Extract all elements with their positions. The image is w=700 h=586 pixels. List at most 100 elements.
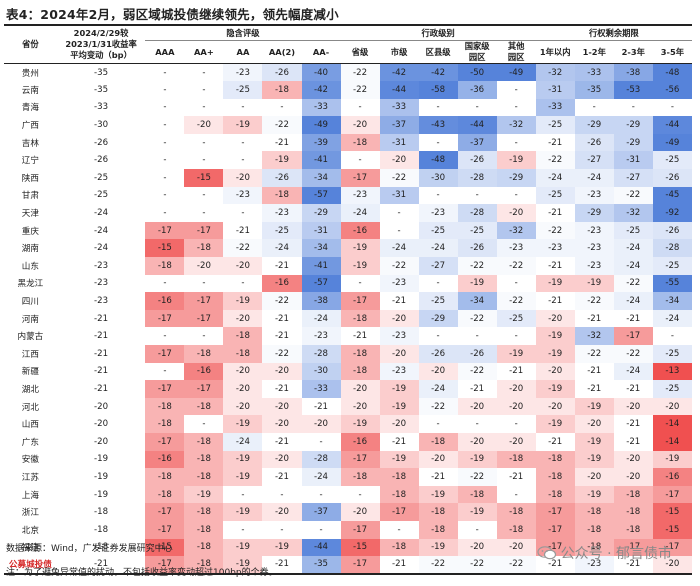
value-cell: -20 — [418, 450, 458, 469]
value-cell: -17 — [145, 503, 185, 521]
value-cell: -33 — [301, 98, 341, 117]
value-cell: - — [223, 133, 263, 152]
table-row: 四川 -23 -16 -17 -19 -22 -38 -17 -21 -25 -34 -22 -21 -2… — [4, 292, 692, 310]
value-cell: -50 — [457, 63, 497, 82]
value-cell: -19 — [340, 415, 380, 433]
value-cell: - — [223, 98, 263, 117]
province-cell: 重庆 — [21, 226, 39, 237]
header-group-rating: 隐含评级 — [145, 24, 341, 41]
value-cell: -29 — [613, 116, 653, 134]
header-avg-change: 2024/2/29较 2023/1/31收益率 平均变动（bp） — [56, 24, 146, 64]
province-cell: 辽宁 — [21, 156, 39, 167]
value-cell: -21 — [457, 380, 497, 398]
value-cell: -25 — [613, 221, 653, 240]
avg-change-cell: -33 — [94, 102, 109, 113]
value-cell: -18 — [418, 432, 458, 451]
value-cell: - — [652, 327, 692, 345]
value-cell: - — [418, 415, 458, 433]
value-cell: -28 — [457, 169, 497, 187]
province-cell: 甘肃 — [21, 191, 39, 202]
value-cell: -22 — [457, 468, 497, 486]
value-cell: -20 — [379, 415, 419, 433]
value-cell: -26 — [262, 169, 302, 187]
value-cell: -31 — [613, 151, 653, 170]
value-cell: -18 — [145, 257, 185, 275]
value-cell: -20 — [223, 257, 263, 275]
value-cell: -20 — [262, 397, 302, 416]
value-cell: -21 — [262, 309, 302, 328]
value-cell: -20 — [223, 362, 263, 381]
value-cell: -18 — [418, 520, 458, 539]
value-cell: -18 — [184, 556, 224, 575]
value-cell: - — [145, 169, 185, 187]
value-cell: -25 — [418, 221, 458, 240]
value-cell: -20 — [457, 432, 497, 451]
value-cell: -18 — [184, 239, 224, 258]
value-cell: -42 — [379, 63, 419, 82]
value-cell: -20 — [457, 538, 497, 557]
avg-change-cell: -24 — [94, 208, 109, 219]
value-cell: -31 — [379, 133, 419, 152]
table-row: 上海 -19 -18 -19- - - - -18 -19 -18- -18 -19 -18 -17 — [4, 485, 692, 504]
value-cell: -38 — [301, 292, 341, 310]
value-cell: -27 — [418, 257, 458, 275]
value-cell: -25 — [457, 221, 497, 240]
value-cell: -26 — [418, 345, 458, 363]
value-cell: -22 — [457, 257, 497, 275]
value-cell: -32 — [535, 63, 575, 82]
value-cell: - — [496, 274, 536, 293]
value-cell: -20 — [613, 450, 653, 469]
value-cell: -20 — [262, 503, 302, 521]
value-cell: -18 — [184, 538, 224, 557]
value-cell: -57 — [301, 186, 341, 205]
value-cell: -18 — [340, 133, 380, 152]
value-cell: -20 — [574, 468, 614, 486]
value-cell: -20 — [223, 309, 263, 328]
value-cell: -23 — [574, 221, 614, 240]
value-cell: -29 — [613, 133, 653, 152]
value-cell: -32 — [496, 221, 536, 240]
value-cell: -22 — [418, 556, 458, 575]
value-cell: -21 — [223, 221, 263, 240]
header-admin-1: 市级 — [379, 40, 419, 64]
value-cell: - — [457, 98, 497, 117]
value-cell: -18 — [535, 468, 575, 486]
province-cell: 湖南 — [21, 244, 39, 255]
avg-change-cell: -18 — [94, 507, 109, 518]
value-cell: -19 — [223, 292, 263, 310]
value-cell: - — [496, 485, 536, 504]
value-cell: -29 — [418, 309, 458, 328]
avg-change-cell: -20 — [94, 401, 109, 412]
table-row: 北京 -18 -17 -18- - - -17- -18- -18 -17 -18 -18 -15 — [4, 520, 692, 539]
value-cell: - — [145, 362, 185, 381]
value-cell: -20 — [535, 309, 575, 328]
value-cell: -29 — [574, 116, 614, 134]
value-cell: -40 — [301, 63, 341, 82]
value-cell: - — [184, 98, 224, 117]
value-cell: -41 — [301, 257, 341, 275]
value-cell: -27 — [613, 169, 653, 187]
value-cell: -26 — [457, 345, 497, 363]
value-cell: -20 — [652, 397, 692, 416]
table-row: 黑龙江 -23- - - -16 -57- -23- -19- -19 -19 -22 -55 — [4, 274, 692, 293]
value-cell: -17 — [340, 450, 380, 469]
value-cell: -22 — [496, 556, 536, 575]
value-cell: -22 — [496, 292, 536, 310]
table-row: 福建 -18 -15 -18 -19 -19 -44 -15 -18 -19 -20 -20 -17 -1… — [4, 538, 692, 557]
province-cell: 浙江 — [21, 508, 39, 519]
value-cell: -16 — [652, 468, 692, 486]
value-cell: -56 — [652, 81, 692, 99]
value-cell: -20 — [457, 397, 497, 416]
header-avg-change-line3: 平均变动（bp） — [70, 50, 132, 60]
value-cell: -42 — [418, 63, 458, 82]
value-cell: - — [379, 204, 419, 222]
value-cell: -20 — [496, 204, 536, 222]
value-cell: -21 — [301, 397, 341, 416]
value-cell: - — [223, 274, 263, 293]
value-cell: -19 — [340, 257, 380, 275]
value-cell: -19 — [223, 450, 263, 469]
value-cell: -18 — [535, 450, 575, 469]
value-cell: -22 — [457, 556, 497, 575]
province-cell: 河北 — [21, 402, 39, 413]
value-cell: -20 — [184, 257, 224, 275]
